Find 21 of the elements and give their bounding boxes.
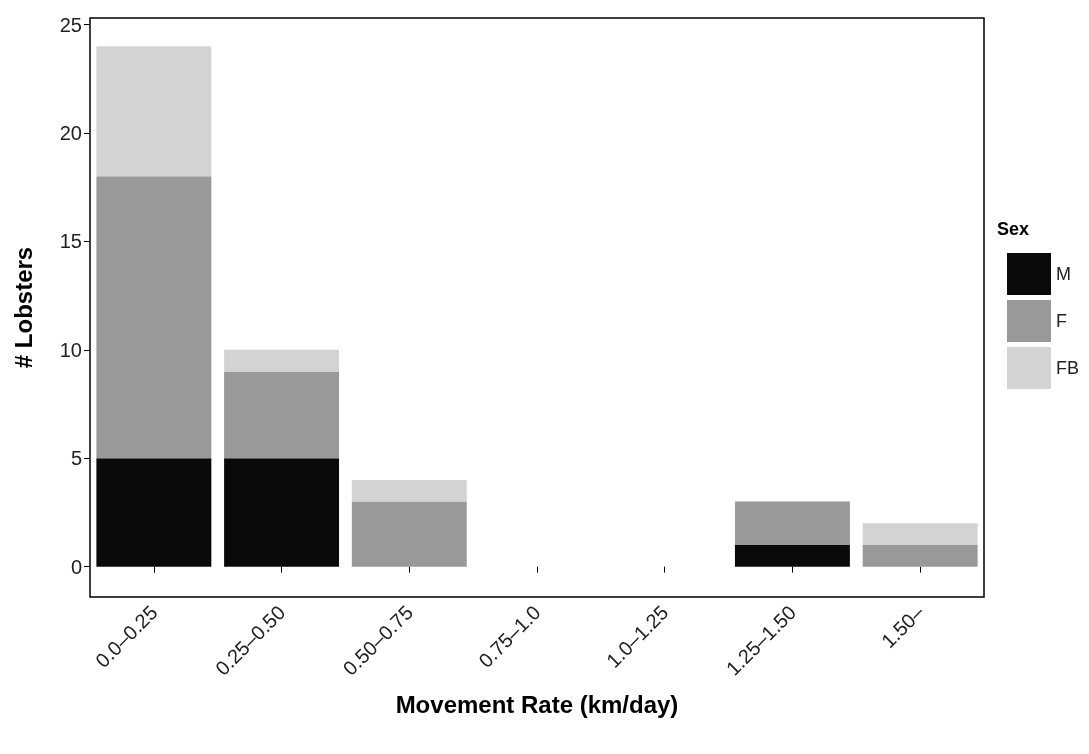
y-tick-label: 0 [70, 555, 82, 578]
legend-label: FB [1056, 358, 1080, 378]
bar [224, 371, 340, 459]
bar [351, 479, 467, 502]
bar [862, 544, 978, 567]
y-tick-label: 20 [59, 121, 82, 144]
legend-label: M [1056, 264, 1071, 284]
bar [734, 501, 850, 545]
y-tick-label: 25 [59, 13, 82, 36]
y-tick-label: 5 [70, 447, 82, 470]
x-axis-title: Movement Rate (km/day) [395, 690, 679, 718]
y-tick-label: 15 [59, 230, 82, 253]
bar [862, 523, 978, 545]
bar [224, 349, 340, 372]
y-tick-label: 10 [59, 338, 82, 361]
legend-title: Sex [996, 219, 1029, 239]
bar [351, 501, 467, 567]
legend-label: F [1056, 311, 1067, 331]
bar [96, 46, 212, 177]
y-axis-title: # Lobsters [9, 246, 37, 369]
bar [96, 176, 212, 459]
